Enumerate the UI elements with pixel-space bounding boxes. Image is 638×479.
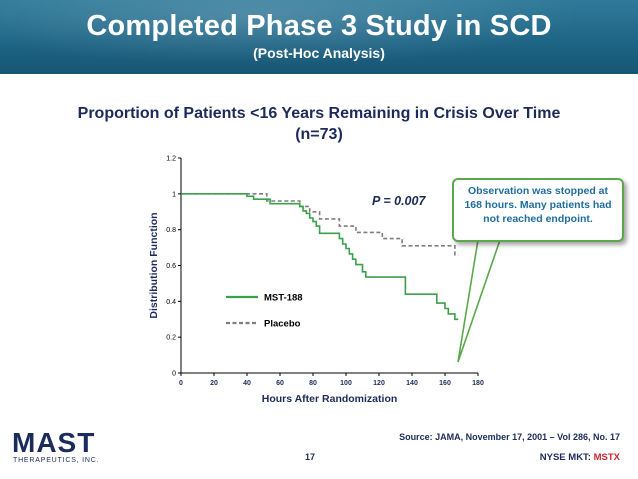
- x-tick-label: 160: [439, 380, 451, 387]
- callout-text: Observation was stopped at 168 hours. Ma…: [464, 185, 612, 225]
- y-tick-label: 0.6: [166, 263, 176, 270]
- y-tick-label: 0.2: [166, 335, 176, 342]
- x-axis-label: Hours After Randomization: [262, 393, 398, 405]
- legend-label: MST-188: [264, 293, 303, 304]
- series-line-placebo: [181, 193, 459, 256]
- p-value-annotation: P = 0.007: [372, 194, 426, 208]
- banner-gloss: [0, 0, 638, 74]
- x-tick-label: 20: [210, 380, 218, 387]
- logo-wordmark: MAST: [12, 427, 96, 458]
- y-tick-label: 1: [172, 191, 176, 198]
- stock-ticker: NYSE MKT: MSTX: [480, 452, 620, 463]
- x-tick-label: 120: [373, 380, 385, 387]
- page-number: 17: [304, 452, 315, 462]
- ticker-symbol: MSTX: [593, 452, 620, 463]
- chart-heading: Proportion of Patients <16 Years Remaini…: [20, 103, 618, 145]
- y-tick-label: 1.2: [166, 156, 176, 163]
- x-tick-label: 60: [276, 380, 284, 387]
- x-tick-label: 100: [340, 380, 352, 387]
- callout-pointer: [457, 239, 501, 363]
- callout-box: Observation was stopped at 168 hours. Ma…: [452, 178, 624, 242]
- title-banner: [0, 0, 638, 74]
- y-axis-label: Distribution Function: [148, 212, 160, 318]
- chart-heading-line1: Proportion of Patients <16 Years Remaini…: [77, 105, 561, 122]
- slide-title: Completed Phase 3 Study in SCD: [86, 10, 552, 42]
- slide-subtitle: (Post-Hoc Analysis): [253, 45, 385, 61]
- x-tick-label: 0: [179, 380, 183, 387]
- company-logo: MAST THERAPEUTICS, INC.: [10, 427, 120, 467]
- y-tick-label: 0.8: [166, 227, 176, 234]
- x-tick-label: 40: [243, 380, 251, 387]
- legend-label: Placebo: [264, 319, 301, 330]
- chart-heading-line2: (n=73): [295, 126, 343, 143]
- x-tick-label: 180: [472, 380, 484, 387]
- series-line-mst-188: [181, 193, 459, 321]
- ticker-prefix: NYSE MKT:: [539, 452, 591, 463]
- source-citation: Source: JAMA, November 17, 2001 – Vol 28…: [399, 432, 620, 442]
- x-tick-label: 140: [406, 380, 418, 387]
- y-tick-label: 0.4: [166, 299, 176, 306]
- y-tick-label: 0: [172, 371, 176, 378]
- x-tick-label: 80: [309, 380, 317, 387]
- logo-tagline: THERAPEUTICS, INC.: [13, 457, 100, 464]
